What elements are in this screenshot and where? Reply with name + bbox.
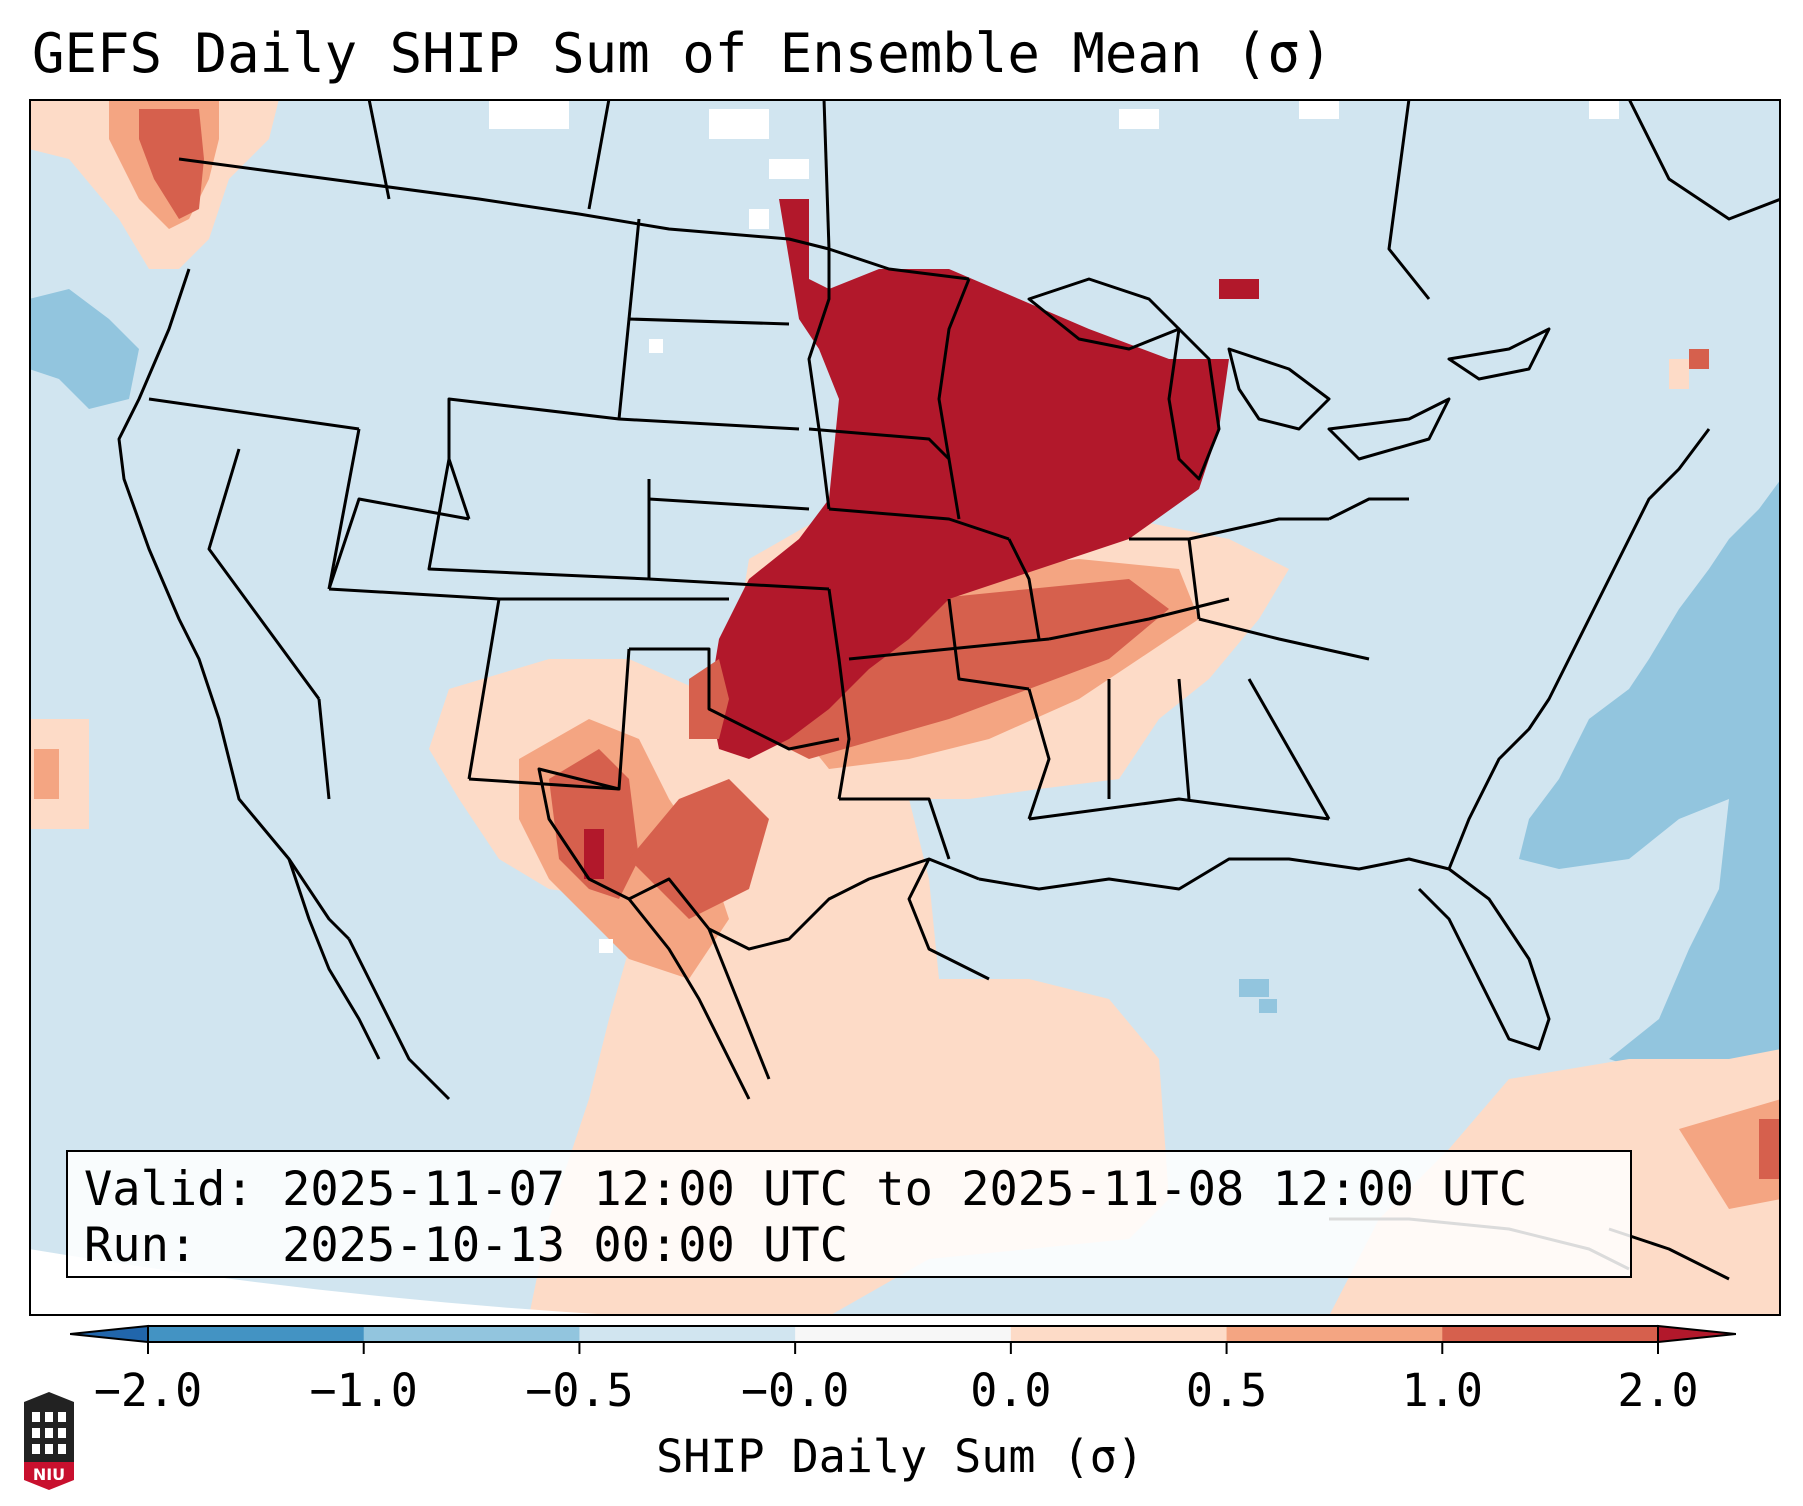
valid-run-info-box: Valid: 2025-11-07 12:00 UTC to 2025-11-0…	[66, 1150, 1632, 1278]
colorbar-bin	[1010, 1326, 1228, 1342]
colorbar-tick-label: 0.0	[970, 1364, 1052, 1417]
colorbar	[70, 1324, 1736, 1354]
colorbar-tick-label: 0.5	[1185, 1364, 1268, 1417]
colorbar-label: SHIP Daily Sum (σ)	[656, 1430, 1144, 1483]
colorbar-tick-label: −2.0	[93, 1364, 203, 1417]
colorbar-bin	[363, 1326, 580, 1342]
colorbar-bin	[1442, 1326, 1659, 1342]
colorbar-bin	[795, 1326, 1012, 1342]
colorbar-bin	[579, 1326, 796, 1342]
niu-logo-text: NIU	[33, 1465, 65, 1484]
colorbar-under-arrow	[70, 1324, 149, 1344]
colorbar-bin	[148, 1326, 365, 1342]
niu-logo: NIU	[24, 1392, 74, 1490]
pnw-anomaly	[29, 99, 279, 829]
colorbar-over-arrow	[1657, 1324, 1736, 1344]
forecast-map	[29, 99, 1781, 1316]
run-value: 2025-10-13 00:00 UTC	[282, 1218, 849, 1273]
colorbar-bin	[1226, 1326, 1443, 1342]
valid-label: Valid:	[84, 1162, 254, 1217]
run-label: Run:	[84, 1218, 198, 1273]
colorbar-tick-label: 1.0	[1401, 1364, 1483, 1417]
colorbar-tick-label: −0.0	[740, 1364, 850, 1417]
colorbar-ticks	[147, 1342, 1659, 1354]
map-title: GEFS Daily SHIP Sum of Ensemble Mean (σ)	[32, 22, 1333, 85]
valid-value: 2025-11-07 12:00 UTC to 2025-11-08 12:00…	[282, 1162, 1528, 1217]
colorbar-bins	[148, 1326, 1659, 1342]
colorbar-tick-label: −1.0	[309, 1364, 418, 1417]
missing-data-cells	[29, 99, 1619, 1316]
colorbar-tick-label: −0.5	[525, 1364, 634, 1417]
central-us-anomaly	[689, 199, 1709, 819]
colorbar-tick-label: 2.0	[1617, 1364, 1699, 1417]
